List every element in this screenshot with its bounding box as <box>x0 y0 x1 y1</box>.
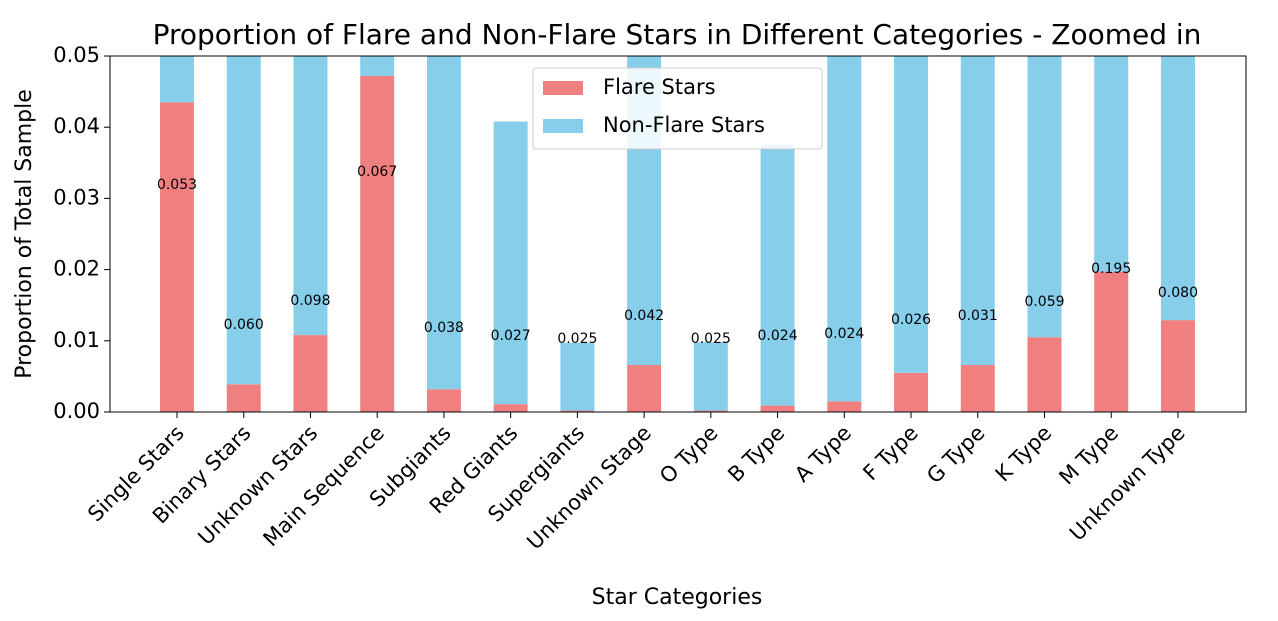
x-tick-label: Unknown Stars <box>193 421 322 550</box>
bar-segment <box>960 365 995 412</box>
annotation: 0.031 <box>958 308 998 324</box>
bar-segment <box>160 56 194 103</box>
axes-frame <box>109 55 1247 413</box>
bar-segment <box>827 56 862 402</box>
x-tick-label: B Type <box>723 421 789 487</box>
y-tick-label: 0.01 <box>53 328 100 352</box>
bar-segment <box>426 56 461 390</box>
bar-segment <box>1027 337 1062 412</box>
bar-segment <box>360 56 395 76</box>
x-tick-label: K Type <box>991 421 1057 487</box>
legend-box <box>532 67 823 150</box>
bar-segment <box>360 75 395 412</box>
bar-segment <box>1094 271 1129 412</box>
bar-segment <box>226 56 261 385</box>
annotation: 0.042 <box>624 308 664 324</box>
bar-segment <box>1094 56 1129 272</box>
bar-segment <box>293 335 328 412</box>
annotation: 0.060 <box>224 317 264 333</box>
bar-segment <box>226 384 261 412</box>
annotation: 0.024 <box>824 326 864 342</box>
bar-segment <box>760 145 795 406</box>
annotation: 0.059 <box>1024 294 1064 310</box>
x-tick-label: F Type <box>858 421 922 485</box>
bar-segment <box>693 410 728 412</box>
annotation: 0.080 <box>1158 285 1198 301</box>
annotation: 0.195 <box>1091 261 1131 277</box>
legend-label: Flare Stars <box>603 75 716 99</box>
bar-segment <box>894 56 929 373</box>
bar-segment <box>960 56 995 366</box>
x-tick-label: Unknown Stage <box>522 421 656 555</box>
annotation: 0.098 <box>290 293 330 309</box>
annotation: 0.038 <box>424 320 464 336</box>
bar-segment <box>426 389 461 412</box>
plot-area <box>160 56 1195 412</box>
bar-segment <box>493 404 528 412</box>
bar-segment <box>560 410 595 412</box>
annotation: 0.067 <box>357 164 397 180</box>
bar-segment <box>894 372 929 412</box>
bar-segment <box>627 365 662 412</box>
annotation: 0.026 <box>891 312 931 328</box>
y-tick-label: 0.04 <box>53 114 100 138</box>
bar-segment <box>1160 320 1195 412</box>
legend-swatch <box>543 119 583 133</box>
y-tick-label: 0.02 <box>53 257 100 281</box>
bar-segment <box>760 405 795 412</box>
y-axis-label: Proportion of Total Sample <box>12 89 37 379</box>
annotation: 0.025 <box>557 331 597 347</box>
y-tick-label: 0.05 <box>53 43 100 67</box>
x-tick-label: G Type <box>922 421 989 488</box>
y-tick-label: 0.03 <box>53 185 100 209</box>
bar-segment <box>1027 56 1062 338</box>
annotation: 0.027 <box>491 328 531 344</box>
bar-segment <box>693 342 728 411</box>
bar-segment <box>560 342 595 411</box>
x-tick-label: M Type <box>1054 421 1123 490</box>
x-axis-label: Star Categories <box>592 585 763 610</box>
bar-segment <box>160 102 194 412</box>
bar-segment <box>1160 56 1195 321</box>
x-tick-label: A Type <box>790 421 856 487</box>
annotation: 0.025 <box>691 331 731 347</box>
chart-title: Proportion of Flare and Non-Flare Stars … <box>153 18 1202 51</box>
x-tick-label: Unknown Type <box>1065 421 1190 546</box>
bar-segment <box>827 401 862 412</box>
annotation: 0.024 <box>758 328 798 344</box>
legend-swatch <box>543 81 583 95</box>
y-tick-label: 0.00 <box>53 399 100 423</box>
x-tick-label: Main Sequence <box>259 421 389 551</box>
bar-segment <box>293 56 328 336</box>
bar-segment <box>493 121 528 405</box>
x-tick-label: O Type <box>655 421 722 488</box>
annotation: 0.053 <box>157 177 197 193</box>
legend-label: Non-Flare Stars <box>603 113 765 137</box>
